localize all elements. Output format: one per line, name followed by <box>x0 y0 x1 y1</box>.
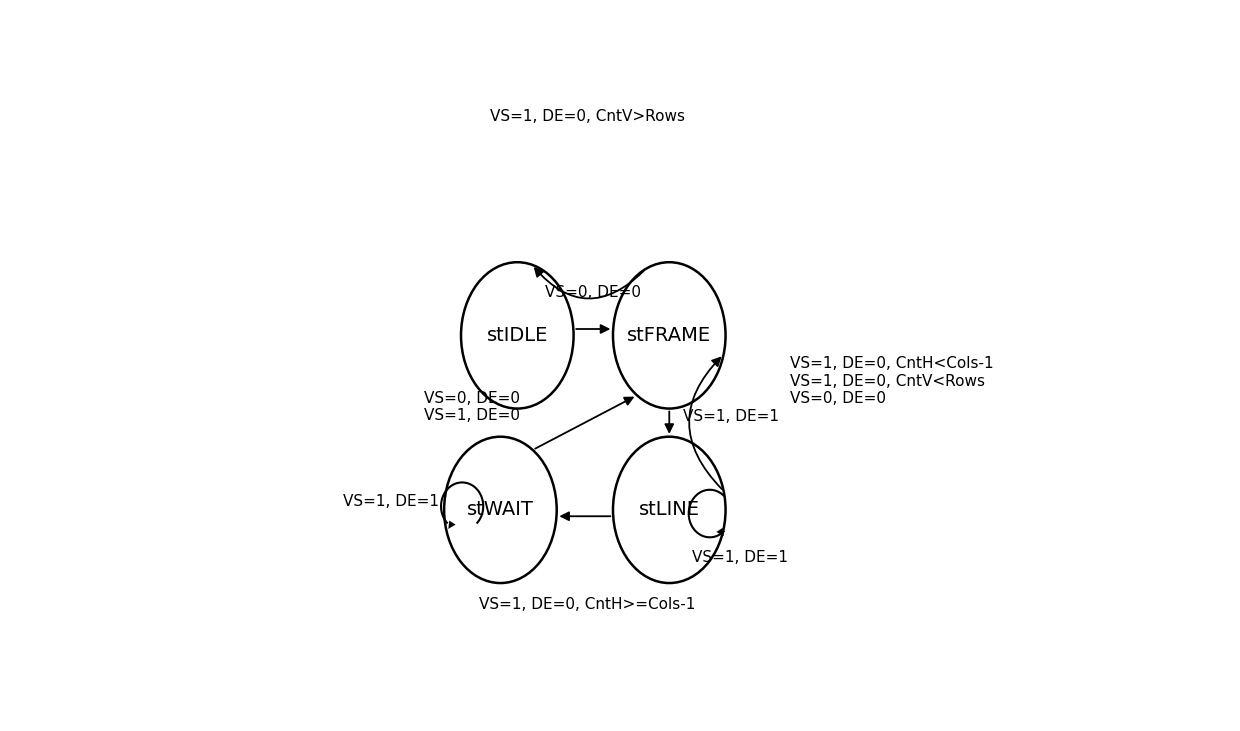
Ellipse shape <box>613 262 725 409</box>
Text: VS=0, DE=0: VS=0, DE=0 <box>424 391 521 406</box>
Text: VS=1, DE=0, CntH<Cols-1: VS=1, DE=0, CntH<Cols-1 <box>790 356 994 371</box>
Ellipse shape <box>461 262 574 409</box>
Text: VS=1, DE=0, CntV<Rows: VS=1, DE=0, CntV<Rows <box>790 374 986 389</box>
Ellipse shape <box>613 436 725 583</box>
Text: VS=1, DE=0, CntV>Rows: VS=1, DE=0, CntV>Rows <box>490 110 686 124</box>
Text: VS=1, DE=0, CntH>=Cols-1: VS=1, DE=0, CntH>=Cols-1 <box>480 597 696 613</box>
Text: stWAIT: stWAIT <box>467 501 534 519</box>
Text: stIDLE: stIDLE <box>486 326 548 345</box>
Text: VS=1, DE=1: VS=1, DE=1 <box>342 494 439 509</box>
Text: stFRAME: stFRAME <box>627 326 712 345</box>
Text: VS=0, DE=0: VS=0, DE=0 <box>544 286 641 300</box>
Ellipse shape <box>444 436 557 583</box>
Text: VS=0, DE=0: VS=0, DE=0 <box>790 391 887 406</box>
Text: VS=1, DE=1: VS=1, DE=1 <box>692 550 787 565</box>
Text: stLINE: stLINE <box>639 501 699 519</box>
Text: VS=1, DE=1: VS=1, DE=1 <box>683 409 780 425</box>
Text: VS=1, DE=0: VS=1, DE=0 <box>424 408 521 423</box>
